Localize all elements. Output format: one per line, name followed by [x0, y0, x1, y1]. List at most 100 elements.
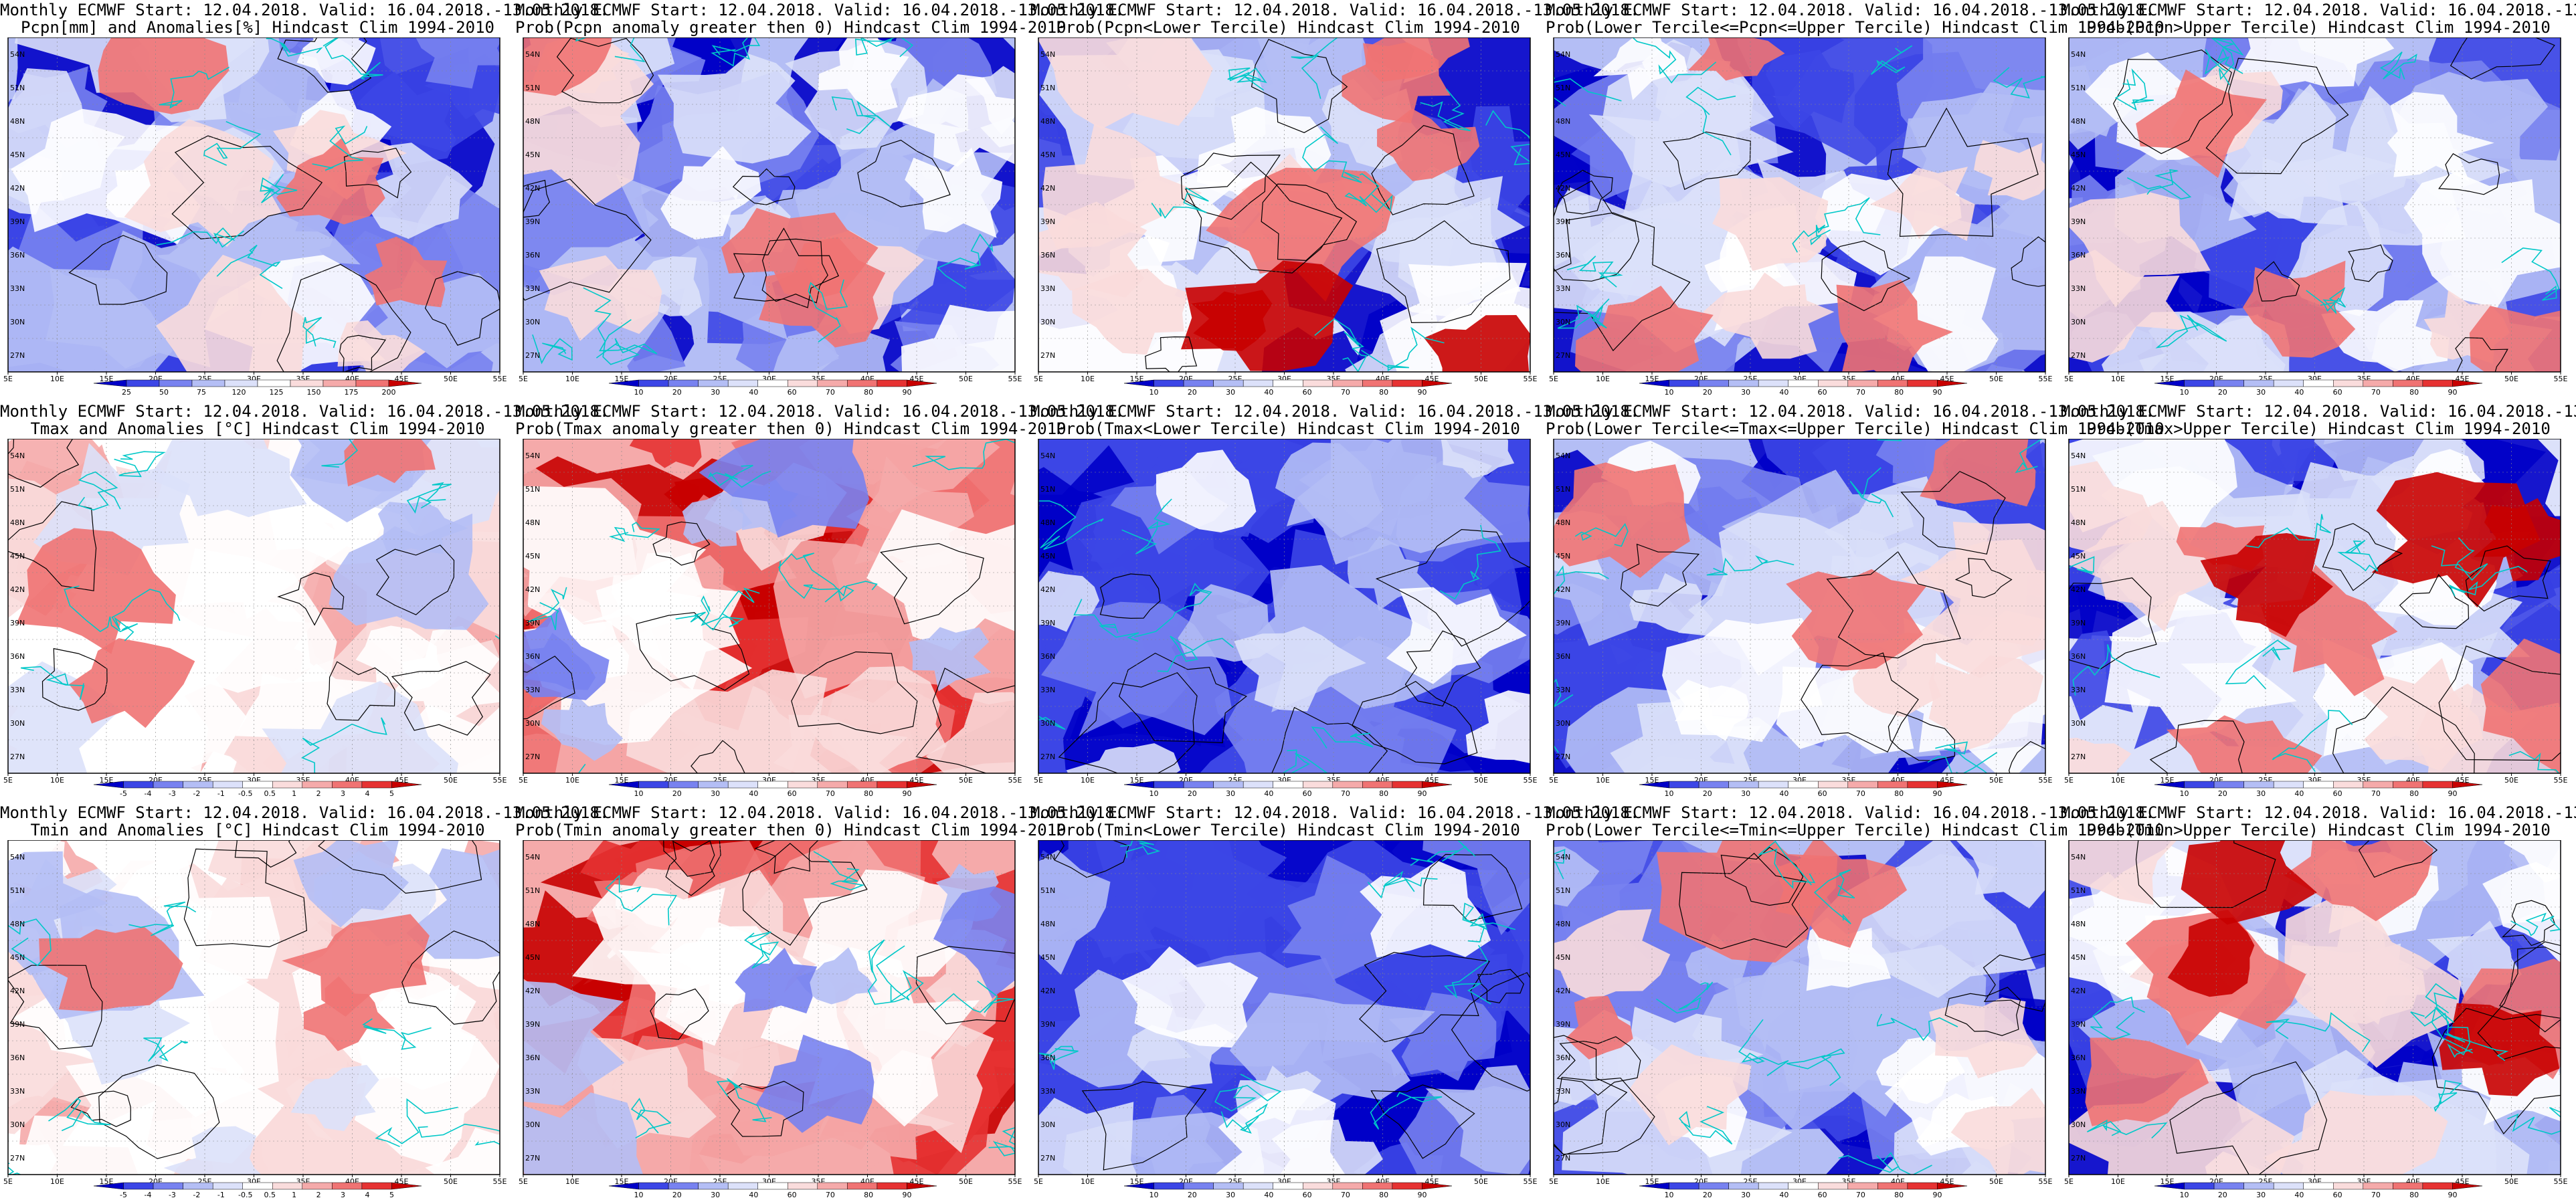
- lon-label: 15E: [615, 776, 629, 783]
- lon-label: 15E: [2160, 776, 2175, 783]
- map-panel: Monthly ECMWF Start: 12.04.2018. Valid: …: [0, 803, 609, 1204]
- lat-label: 54N: [2071, 452, 2086, 460]
- lon-label: 25E: [198, 1177, 212, 1185]
- panel-title-line1: Monthly ECMWF Start: 12.04.2018. Valid: …: [1546, 1, 2155, 19]
- coastline: [1302, 126, 1362, 183]
- contour-line: [857, 139, 951, 207]
- coastline: [156, 227, 244, 248]
- colorbar-label: 40: [1264, 789, 1273, 798]
- lon-label: 40E: [1376, 776, 1390, 783]
- coastline: [1311, 726, 1374, 748]
- shaded-region: [541, 693, 624, 761]
- shaded-region: [523, 37, 612, 96]
- lat-label: 27N: [10, 1154, 25, 1163]
- colorbar-swatch: [1847, 1182, 1878, 1190]
- colorbar-label: 2: [316, 1191, 321, 1199]
- colorbar-label: 20: [1188, 789, 1197, 798]
- contour-line: [1271, 706, 1388, 773]
- coastline: [875, 945, 924, 1003]
- colorbar-swatch: [698, 379, 729, 387]
- colorbar-label: 20: [1703, 1191, 1712, 1199]
- colorbar-swatch: [1847, 781, 1878, 789]
- shaded-region: [796, 947, 879, 1005]
- colorbar-swatch: [1788, 781, 1819, 789]
- shaded-region: [1038, 37, 1213, 129]
- colorbar-swatch: [159, 379, 193, 387]
- coastline: [301, 717, 387, 773]
- lon-label: 45E: [910, 375, 924, 382]
- lat-label: 33N: [1556, 686, 1570, 694]
- coastline: [418, 1123, 500, 1146]
- lon-label: 25E: [2259, 375, 2273, 382]
- colorbar-label: 20: [1703, 388, 1712, 397]
- shaded-region: [2167, 917, 2255, 997]
- colorbar-swatch: [1698, 781, 1729, 789]
- lat-label: 33N: [1556, 1087, 1570, 1096]
- colorbar-swatch: [2452, 379, 2483, 387]
- coastline: [1073, 599, 1139, 642]
- colorbar-label: -0.5: [238, 789, 252, 798]
- lon-label: 25E: [198, 776, 212, 783]
- contour-line: [2011, 236, 2045, 287]
- lat-label: 27N: [525, 1154, 540, 1163]
- coastline: [20, 666, 85, 700]
- contour-line: [2112, 49, 2232, 155]
- shaded-region: [1824, 476, 1991, 577]
- lon-label: 50E: [959, 375, 973, 382]
- lat-label: 45N: [1556, 953, 1570, 962]
- lon-label: 10E: [565, 1177, 579, 1185]
- contour-line: [2008, 740, 2045, 773]
- shaded-region: [2243, 260, 2356, 358]
- lat-label: 45N: [2071, 150, 2086, 159]
- colorbar-swatch: [1332, 781, 1363, 789]
- colorbar-label: 4: [365, 1191, 370, 1199]
- shaded-region: [290, 1065, 379, 1131]
- lat-label: 39N: [1556, 217, 1570, 226]
- colorbar-swatch: [1728, 781, 1759, 789]
- coastline: [8, 918, 52, 967]
- colorbar-swatch: [817, 781, 848, 789]
- colorbar-swatch: [608, 781, 639, 789]
- colorbar-label: 70: [2371, 1191, 2381, 1199]
- colorbar-swatch: [93, 379, 127, 387]
- shaded-region: [344, 439, 436, 487]
- lon-label: 50E: [2504, 375, 2518, 382]
- shaded-region: [2233, 37, 2395, 87]
- colorbar-label: 50: [159, 388, 169, 397]
- coastline: [1367, 870, 1438, 899]
- lat-label: 36N: [1556, 652, 1570, 661]
- shaded-region: [657, 54, 812, 164]
- panel-title-line1: Monthly ECMWF Start: 12.04.2018. Valid: …: [515, 1, 1125, 19]
- colorbar-label: 40: [1779, 1191, 1788, 1199]
- map-panel: Monthly ECMWF Start: 12.04.2018. Valid: …: [2061, 803, 2576, 1204]
- colorbar: 10 20 30 40 60 70 80 90: [2154, 781, 2483, 798]
- lat-label: 39N: [1040, 1020, 1055, 1029]
- coastline: [1706, 555, 1795, 576]
- colorbar-swatch: [123, 781, 154, 789]
- lon-label: 35E: [2357, 1177, 2371, 1185]
- colorbar-swatch: [1422, 379, 1453, 387]
- colorbar-swatch: [1213, 379, 1244, 387]
- lat-label: 33N: [1556, 284, 1570, 293]
- lat-label: 27N: [525, 752, 540, 761]
- contour-line: [1180, 153, 1281, 220]
- shaded-region: [1215, 1088, 1346, 1175]
- contour-line: [880, 542, 984, 625]
- colorbar-swatch: [847, 781, 878, 789]
- shaded-region: [329, 513, 489, 630]
- colorbar-label: 70: [826, 789, 835, 798]
- coastline: [1554, 76, 1622, 107]
- coastline: [605, 874, 677, 926]
- coastline: [2510, 912, 2561, 936]
- shaded-region: [1441, 439, 1515, 478]
- colorbar-label: 80: [1894, 388, 1904, 397]
- shaded-region: [1038, 571, 1100, 632]
- shaded-region: [755, 1034, 875, 1133]
- lat-label: 33N: [10, 1087, 25, 1096]
- colorbar-swatch: [1303, 379, 1333, 387]
- colorbar-swatch: [907, 379, 937, 387]
- lon-label: 50E: [444, 1177, 458, 1185]
- colorbar-label: 90: [902, 1191, 911, 1199]
- colorbar-label: 70: [1341, 1191, 1350, 1199]
- shaded-region: [699, 439, 869, 538]
